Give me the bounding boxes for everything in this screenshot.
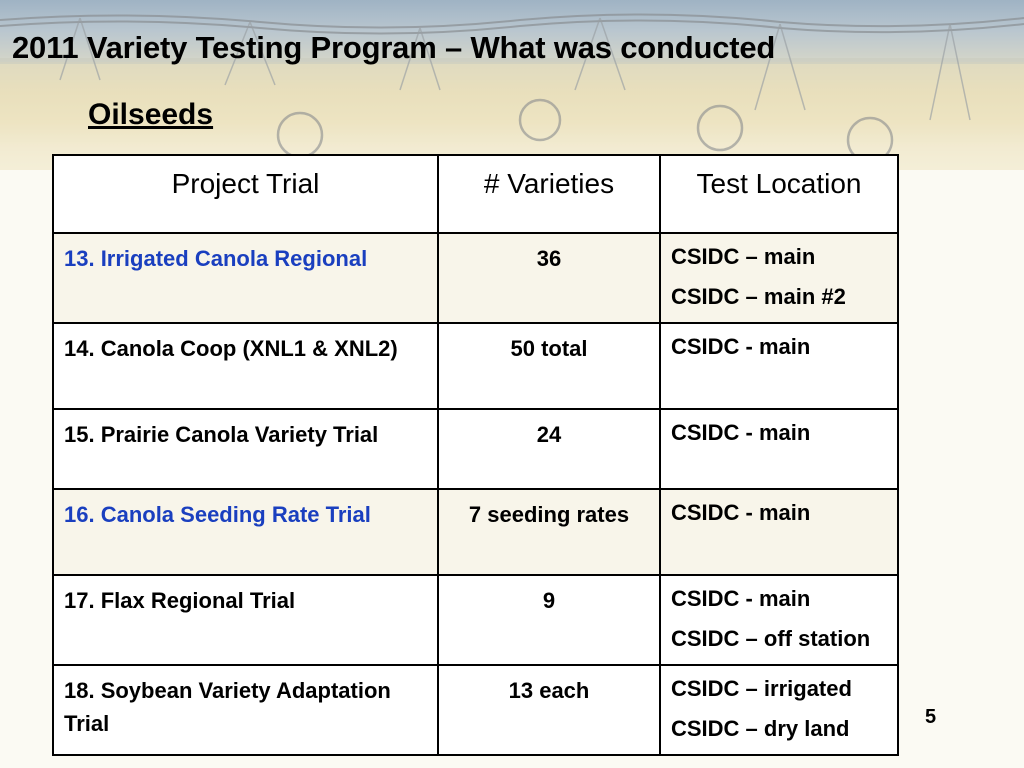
header-varieties: # Varieties [437,154,661,234]
location-line: CSIDC - main [671,500,811,525]
section-heading: Oilseeds [88,98,214,131]
header-project-trial: Project Trial [52,154,439,234]
table-row: 14. Canola Coop (XNL1 & XNL2) 50 total CSI… [52,322,899,410]
table-row: 13. Irrigated Canola Regional 36 CSIDC – m… [52,232,899,324]
table-header-row: Project Trial # Varieties Test Location [52,154,899,234]
header-test-location: Test Location [659,154,899,234]
varieties-cell: 50 total [437,322,661,410]
varieties-cell: 36 [437,232,661,324]
location-line: CSIDC - main [671,334,811,359]
trial-name-cell: 18. Soybean Variety Adaptation Trial [52,664,439,756]
trial-name-cell: 13. Irrigated Canola Regional [52,232,439,324]
test-location-cell: CSIDC - main [659,408,899,490]
irrigation-banner [0,0,1024,170]
page-number: 5 [925,706,937,728]
test-location-cell: CSIDC – irrigated CSIDC – dry land [659,664,899,756]
varieties-cell: 7 seeding rates [437,488,661,576]
trials-table: Project Trial # Varieties Test Location … [52,154,899,756]
trial-name-cell: 17. Flax Regional Trial [52,574,439,666]
test-location-cell: CSIDC - main CSIDC – off station [659,574,899,666]
table-row: 16. Canola Seeding Rate Trial 7 seeding r… [52,488,899,576]
test-location-cell: CSIDC – main CSIDC – main #2 [659,232,899,324]
irrigation-pivot-image [0,13,1024,170]
table-row: 18. Soybean Variety Adaptation Trial 13 e… [52,664,899,756]
trial-name-cell: 16. Canola Seeding Rate Trial [52,488,439,576]
test-location-cell: CSIDC - main [659,322,899,410]
table-row: 15. Prairie Canola Variety Trial 24 CSIDC … [52,408,899,490]
trial-name-cell: 14. Canola Coop (XNL1 & XNL2) [52,322,439,410]
varieties-cell: 24 [437,408,661,490]
location-line: CSIDC – main [671,244,816,269]
varieties-cell: 9 [437,574,661,666]
location-line: CSIDC – dry land [671,716,850,741]
slide-title: 2011 Variety Testing Program – What was … [12,30,776,65]
location-line: CSIDC – main #2 [671,284,846,309]
location-line: CSIDC – irrigated [671,676,852,701]
test-location-cell: CSIDC - main [659,488,899,576]
location-line: CSIDC – off station [671,626,871,651]
trial-name-cell: 15. Prairie Canola Variety Trial [52,408,439,490]
location-line: CSIDC - main [671,420,811,445]
table-row: 17. Flax Regional Trial 9 CSIDC - main CSID… [52,574,899,666]
location-line: CSIDC - main [671,586,811,611]
varieties-cell: 13 each [437,664,661,756]
